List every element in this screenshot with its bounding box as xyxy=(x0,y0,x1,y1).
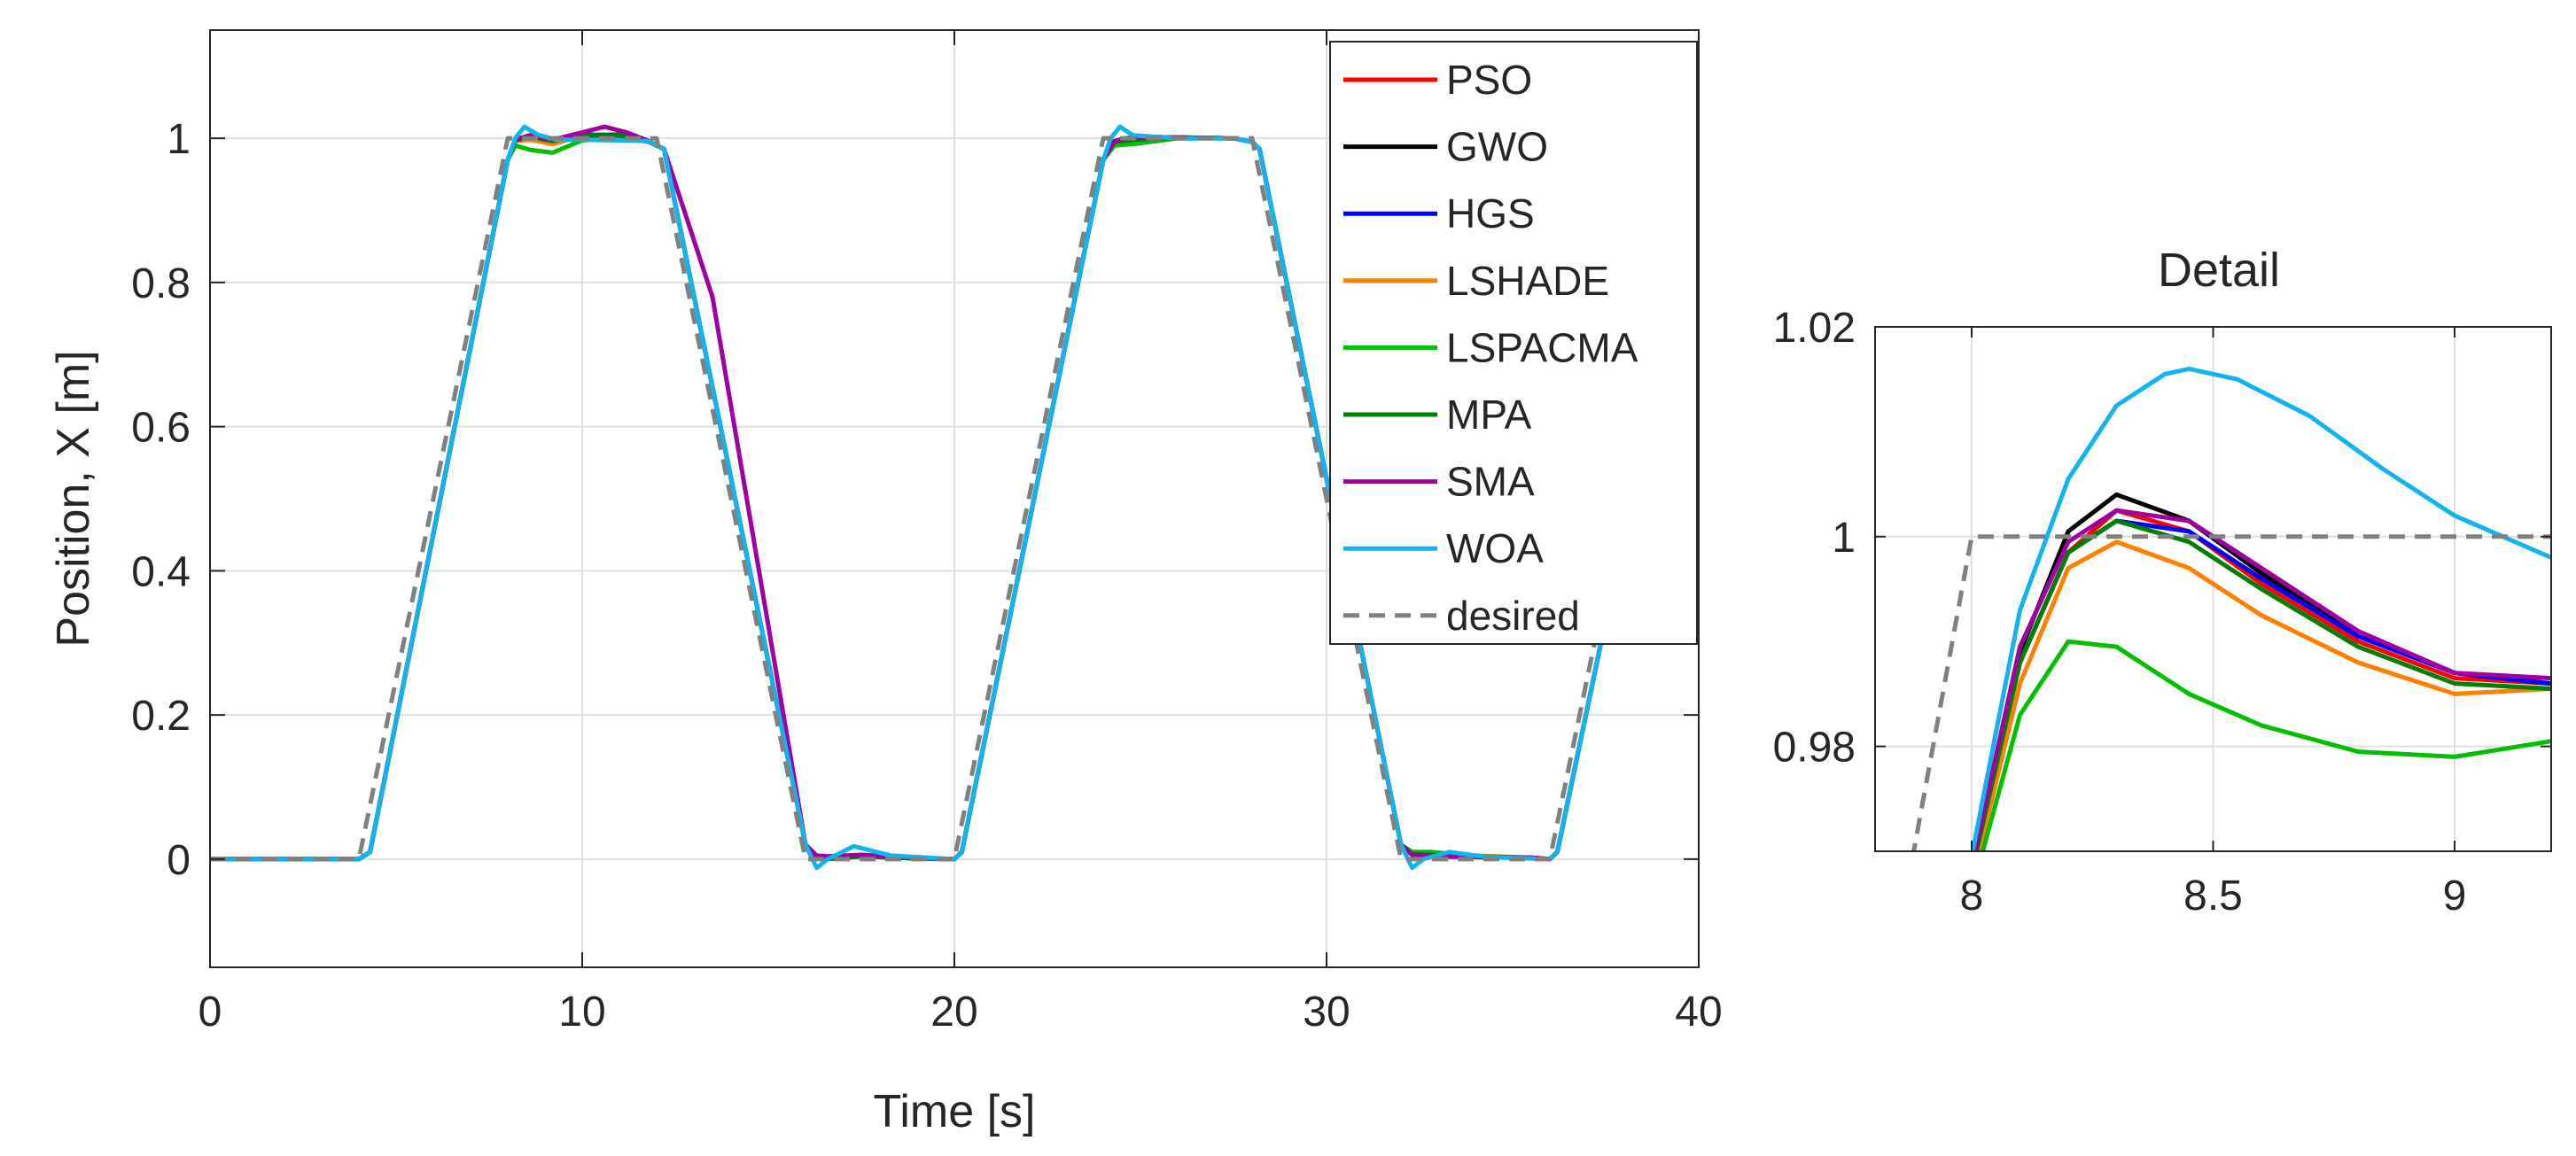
legend-label-pso: PSO xyxy=(1446,57,1532,103)
main-x-tick-label: 10 xyxy=(558,989,605,1036)
main-x-ticks: 0 10 20 30 40 xyxy=(198,30,1723,1036)
legend-label-woa: WOA xyxy=(1446,525,1544,571)
detail-series-lines xyxy=(1911,366,2551,851)
main-series-lines xyxy=(210,124,1699,871)
main-y-tick-label: 0.8 xyxy=(131,260,191,307)
main-y-tick-label: 0.2 xyxy=(131,693,191,740)
detail-y-tick-label: 1.02 xyxy=(1773,305,1856,352)
legend-label-sma: SMA xyxy=(1446,459,1535,505)
detail-y-tick-label: 1 xyxy=(1832,515,1856,562)
legend-label-mpa: MPA xyxy=(1446,392,1532,438)
detail-y-tick-label: 0.98 xyxy=(1773,725,1856,772)
main-x-tick-label: 20 xyxy=(930,989,977,1036)
detail-x-tick-label: 8 xyxy=(1960,873,1984,919)
detail-series-lspacma xyxy=(1980,639,2551,851)
legend-label-gwo: GWO xyxy=(1446,124,1548,170)
main-x-axis-label: Time [s] xyxy=(874,1086,1036,1137)
legend-box xyxy=(1329,41,1698,645)
main-y-tick-label: 0 xyxy=(167,837,191,884)
legend-label-desired: desired xyxy=(1446,593,1580,639)
detail-title: Detail xyxy=(2158,244,2280,297)
detail-series-woa xyxy=(1970,366,2551,851)
detail-x-tick-label: 8.5 xyxy=(2183,873,2243,919)
detail-x-ticks: 8 8.5 9 xyxy=(1960,327,2467,919)
main-y-tick-label: 0.4 xyxy=(131,548,191,595)
main-x-tick-label: 0 xyxy=(198,989,222,1036)
detail-series-lshade xyxy=(1977,539,2551,851)
detail-x-tick-label: 9 xyxy=(2443,873,2467,919)
main-x-tick-label: 40 xyxy=(1675,989,1722,1036)
main-x-tick-label: 30 xyxy=(1303,989,1350,1036)
main-plot: 0 10 20 30 40 0 0.2 0.4 0.6 0.8 1 Time [s] Positi… xyxy=(48,29,1723,1137)
main-y-tick-label: 0.6 xyxy=(131,405,191,452)
main-y-tick-label: 1 xyxy=(167,116,191,163)
legend: PSO GWO HGS LSHADE LSPACMA MPA SMA WOA desired xyxy=(1329,41,1698,645)
legend-label-lshade: LSHADE xyxy=(1446,258,1609,304)
legend-label-hgs: HGS xyxy=(1446,190,1535,237)
detail-series-mpa xyxy=(1973,518,2551,851)
detail-series-sma xyxy=(1973,508,2551,851)
detail-y-ticks: 0.98 1 1.02 xyxy=(1773,305,2551,772)
main-y-axis-label: Position, X [m] xyxy=(48,350,99,647)
legend-label-lspacma: LSPACMA xyxy=(1446,324,1638,370)
